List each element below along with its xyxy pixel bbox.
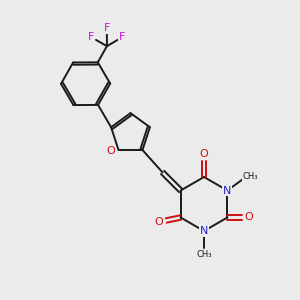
Text: N: N: [223, 185, 232, 196]
Text: F: F: [103, 23, 110, 33]
Text: F: F: [88, 32, 94, 42]
Text: O: O: [200, 149, 208, 159]
Text: F: F: [119, 32, 126, 42]
Text: O: O: [106, 146, 116, 156]
Text: CH₃: CH₃: [243, 172, 258, 181]
Text: N: N: [200, 226, 208, 236]
Text: O: O: [244, 212, 253, 223]
Text: O: O: [154, 217, 163, 227]
Text: CH₃: CH₃: [196, 250, 212, 259]
